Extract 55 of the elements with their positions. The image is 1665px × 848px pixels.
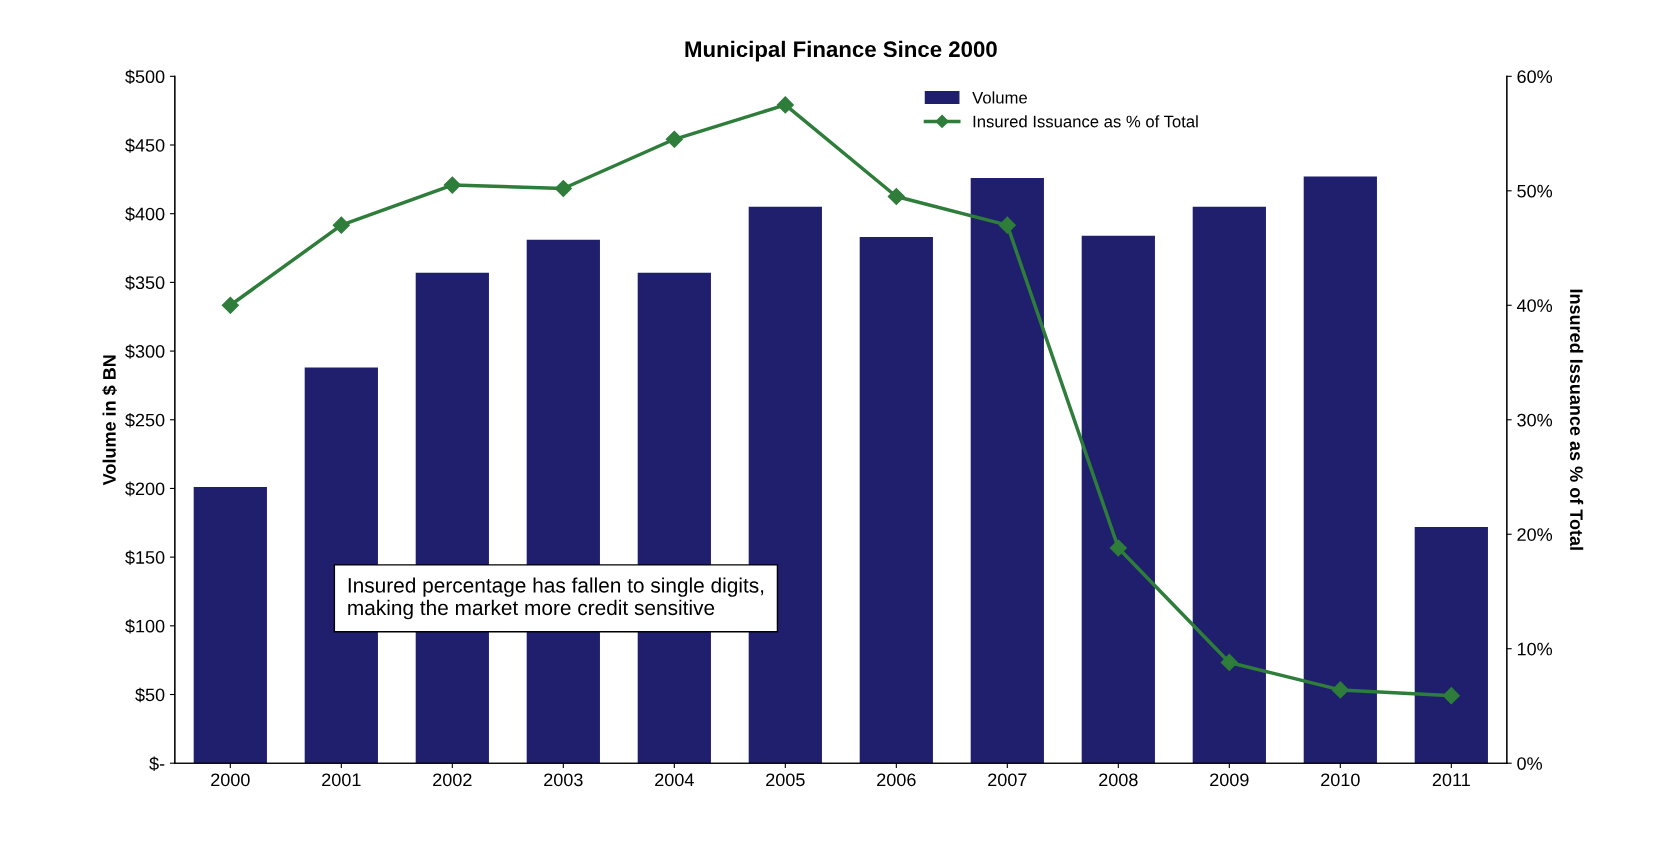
point — [1220, 653, 1238, 672]
x-tick-label: 2010 — [1321, 773, 1360, 787]
point — [776, 96, 794, 114]
chart-title: Municipal Finance Since 2000 — [685, 40, 997, 62]
point — [998, 216, 1016, 234]
point — [1109, 539, 1127, 557]
point — [665, 130, 683, 148]
y2-axis-title: Insured Issuance as % of Total — [1569, 289, 1584, 550]
x-tick-label: 2000 — [211, 773, 250, 787]
x-tick-label: 2001 — [322, 773, 361, 787]
x-tick-label: 2008 — [1099, 773, 1138, 787]
bar — [859, 237, 933, 764]
x-tick-label: 2005 — [766, 773, 805, 787]
point — [1442, 687, 1460, 705]
y2-tick-label: 20% — [1517, 528, 1553, 541]
annotation: Insured percentage has fallen to single digits, making the market more credit sensitive — [348, 577, 764, 620]
x-tick-label: 2003 — [544, 773, 583, 787]
y2-tick-label: 10% — [1517, 642, 1553, 656]
bar — [970, 177, 1044, 764]
y-tick-label: $500 — [125, 69, 165, 85]
y2-tick-label: 30% — [1517, 413, 1553, 427]
y2-tick-label: 40% — [1516, 299, 1553, 312]
point — [332, 216, 350, 234]
y-tick-label: $- — [149, 756, 165, 771]
x-tick-label: 2007 — [988, 773, 1027, 787]
y-tick-label: $450 — [125, 138, 165, 153]
y-tick-label: $350 — [125, 275, 165, 291]
y-tick-label: $100 — [125, 619, 165, 634]
bar — [193, 487, 267, 764]
y-tick-label: $300 — [125, 344, 165, 359]
bar — [1192, 206, 1266, 764]
y-tick-label: $200 — [125, 481, 165, 497]
legend-label: Insured Issuance as % of Total — [973, 115, 1198, 128]
bar — [1414, 526, 1488, 764]
x-tick-label: 2006 — [877, 773, 916, 787]
point — [554, 179, 572, 198]
y2-tick-label: 60% — [1517, 70, 1553, 84]
point — [443, 176, 461, 194]
bar — [1081, 235, 1155, 764]
y-tick-label: $150 — [125, 550, 165, 565]
bar — [1303, 176, 1377, 764]
y-tick-label: $400 — [125, 206, 165, 222]
x-tick-label: 2009 — [1210, 773, 1249, 787]
point — [221, 296, 239, 314]
point — [887, 187, 905, 206]
x-tick-label: 2004 — [655, 773, 694, 787]
y-tick-label: $50 — [135, 687, 165, 703]
y2-tick-label: 50% — [1517, 184, 1553, 198]
point — [1331, 681, 1349, 699]
y-tick-label: $250 — [125, 412, 165, 428]
y-axis-title: Volume in $ BN — [102, 355, 117, 486]
legend-label: Volume — [972, 91, 1027, 104]
y2-tick-label: 0% — [1517, 757, 1542, 770]
x-tick-label: 2011 — [1432, 773, 1470, 787]
x-tick-label: 2002 — [433, 773, 472, 787]
